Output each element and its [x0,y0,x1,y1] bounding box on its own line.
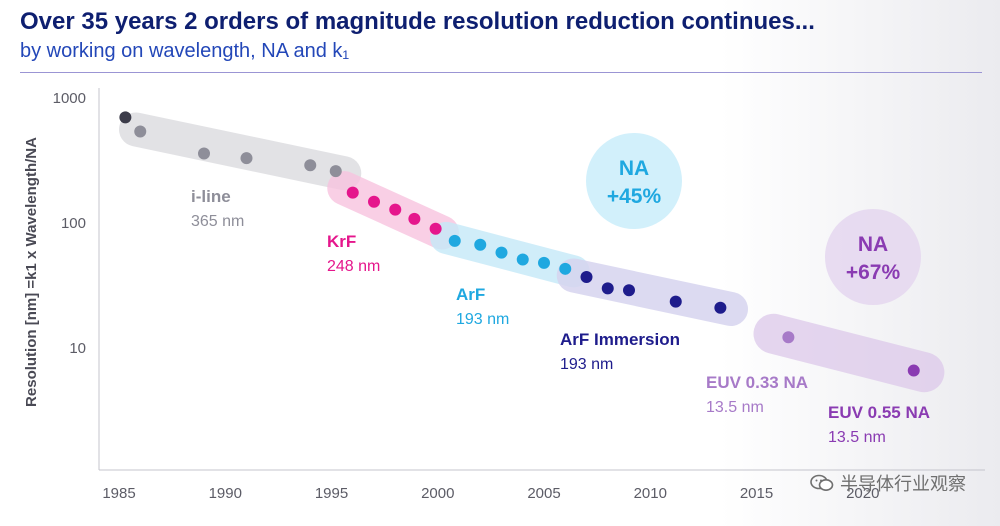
x-tick-label: 2010 [634,485,667,502]
x-ticks: 1985 1990 1995 2000 2005 2010 2015 2020 [102,485,879,502]
data-point-arf [538,256,550,269]
segment-band-arf-immersion [556,258,748,327]
watermark-text: 半导体行业观察 [840,474,966,495]
data-point-euv033 [782,331,795,344]
data-point-i-line [198,147,210,160]
data-point-arf [448,234,461,247]
segment-name-i-line: i-line [191,187,231,206]
data-point-i-line [329,165,342,178]
x-tick-label: 1995 [315,485,348,502]
na-bubble-na45 [586,133,682,229]
wechat-icon [810,474,834,491]
x-tick-label: 2005 [527,485,560,502]
na-bubble-value: +45% [607,185,662,208]
data-point-arf [559,262,572,275]
na-bubbles: NA +45% NA +67% [586,133,921,305]
x-tick-label: 1990 [209,485,242,502]
data-point-krf [429,222,442,235]
y-tick-label: 10 [69,340,86,357]
data-point-euv055 [907,364,920,377]
y-tick-label: 100 [61,215,86,232]
x-tick-label: 2000 [421,485,454,502]
data-point-arf-immersion [714,301,727,314]
data-point-krf [408,212,421,225]
segment-wavelength-i-line: 365 nm [191,213,244,230]
na-bubble-value: +67% [846,261,901,284]
y-tick-label: 1000 [53,90,86,107]
segment-band-arf [430,221,590,288]
na-bubble-label: NA [858,233,888,256]
segment-wavelength-arf-immersion: 193 nm [560,356,613,373]
data-point-arf [474,238,487,251]
title-divider [20,72,982,73]
segment-name-euv033: EUV 0.33 NA [706,373,808,392]
x-tick-label: 2015 [740,485,773,502]
segment-band-euv [753,313,945,393]
data-point-krf [346,186,359,199]
segment-bands [119,112,945,393]
data-point-arf-immersion [669,295,682,308]
data-point-arf [495,246,508,259]
data-point-arf-immersion [601,282,614,295]
na-bubble-na67 [825,209,921,305]
segment-labels: i-line 365 nm KrF 248 nm ArF 193 nm ArF Immers… [191,187,930,446]
chart-title: Over 35 years 2 orders of magnitude reso… [20,8,815,35]
data-points [119,111,920,377]
data-point-arf [516,253,529,266]
data-point-arf-immersion [623,284,635,297]
data-point-i-line [304,159,317,172]
data-point-arf-immersion [580,270,593,283]
y-axis-title: Resolution [nm] =k1 x Wavelength/NA [23,137,40,407]
na-bubble-label: NA [619,157,649,180]
data-point [119,111,132,124]
segment-wavelength-arf: 193 nm [456,311,509,328]
segment-wavelength-krf: 248 nm [327,258,380,275]
x-tick-label: 1985 [102,485,135,502]
data-point-i-line [134,125,147,138]
segment-wavelength-euv055: 13.5 nm [828,429,886,446]
chart-subtitle: by working on wavelength, NA and k₁ [20,40,350,62]
x-tick-label: 2020 [846,485,879,502]
segment-name-euv055: EUV 0.55 NA [828,403,930,422]
watermark: 半导体行业观察 [810,470,966,496]
segment-wavelength-euv033: 13.5 nm [706,399,764,416]
data-point-i-line [240,152,253,165]
segment-name-arf-immersion: ArF Immersion [560,330,680,349]
y-ticks: 10 100 1000 [53,90,86,357]
segment-name-arf: ArF [456,285,485,304]
data-point-krf [389,203,402,216]
segment-name-krf: KrF [327,232,356,251]
data-point-krf [368,195,380,208]
